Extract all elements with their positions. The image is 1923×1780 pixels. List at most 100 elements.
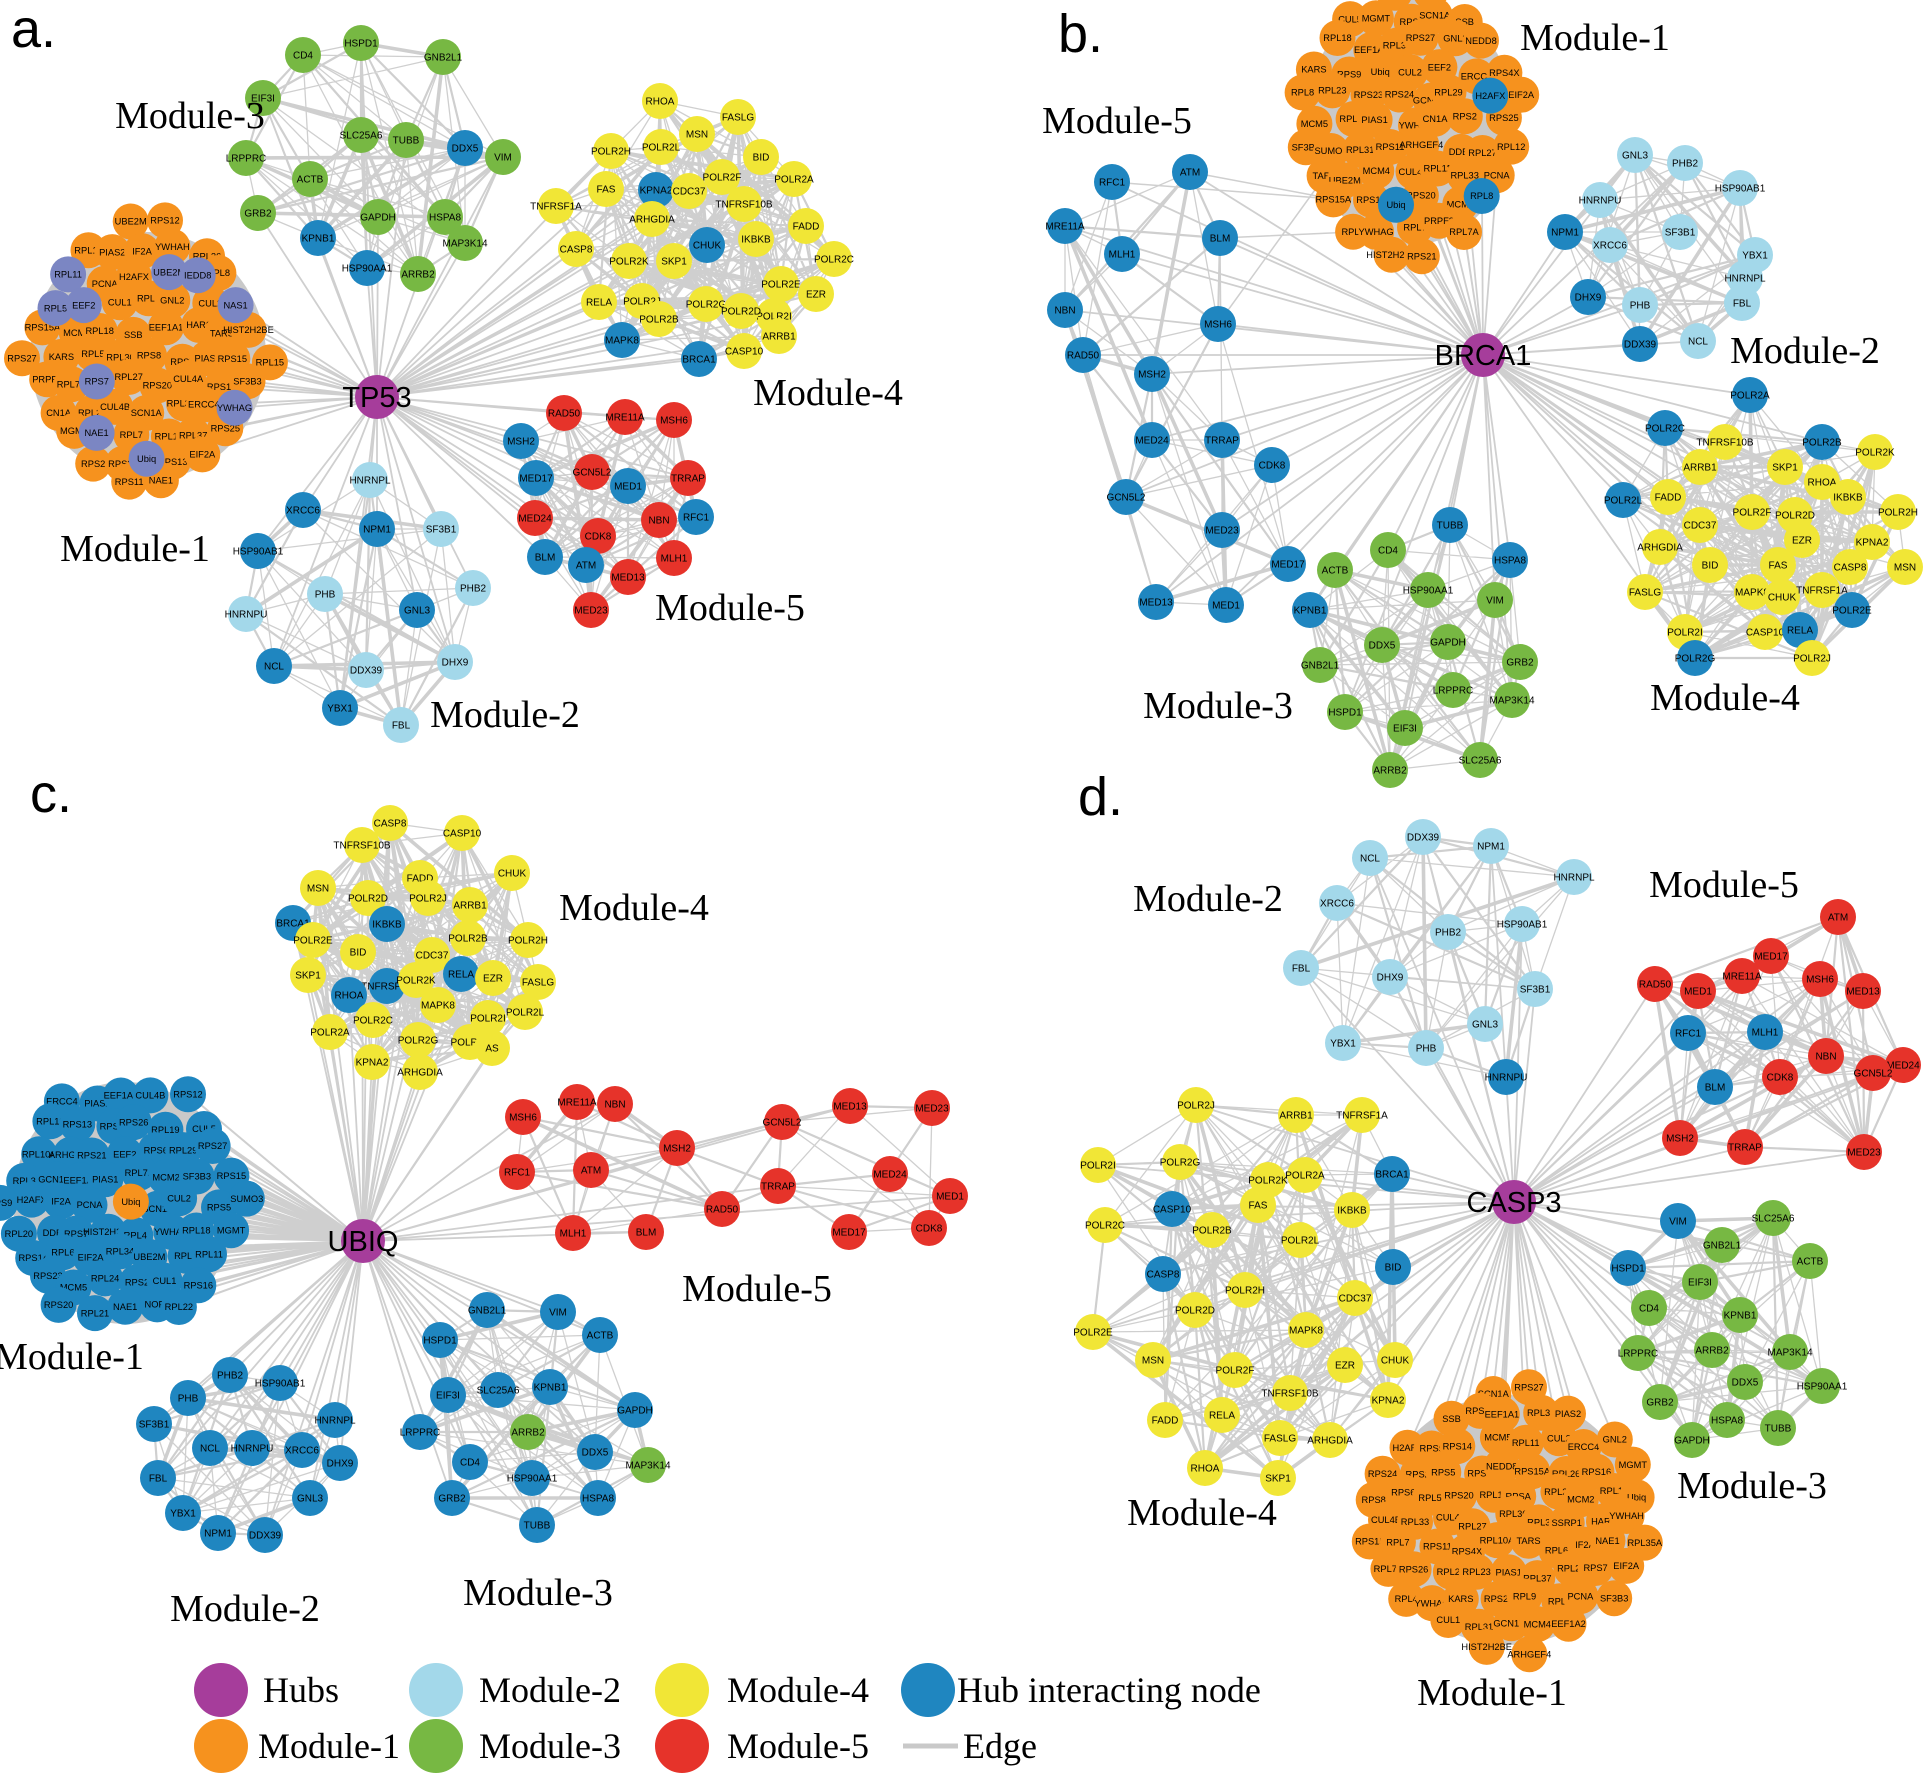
svg-text:RPL34: RPL34 [1527,1408,1555,1418]
svg-text:YWHAH: YWHAH [154,1227,189,1237]
svg-text:MLH1: MLH1 [1109,250,1136,261]
svg-text:RPS12: RPS12 [150,216,179,226]
svg-text:CUL5: CUL5 [1338,14,1362,24]
svg-text:POLR2B: POLR2B [1192,1226,1232,1237]
svg-text:GNB2L1: GNB2L1 [1703,1241,1742,1252]
svg-text:PHB: PHB [315,590,336,601]
svg-text:POLR2E: POLR2E [761,280,801,291]
svg-text:MED23: MED23 [915,1104,949,1115]
svg-text:RPS21: RPS21 [1407,251,1436,261]
svg-text:BLM: BLM [535,553,556,564]
svg-text:RPS16: RPS16 [184,1281,213,1291]
svg-text:FBL: FBL [1292,964,1311,975]
svg-text:MRE11A: MRE11A [557,1098,597,1109]
svg-text:DHX9: DHX9 [1575,293,1602,304]
svg-text:MSH6: MSH6 [1204,320,1232,331]
svg-text:Module-3: Module-3 [463,1572,613,1614]
svg-text:ARHGEF4: ARHGEF4 [1399,140,1443,150]
svg-text:RPS27: RPS27 [198,1141,227,1151]
svg-text:TNFRSF10B: TNFRSF10B [333,841,391,852]
svg-text:RPS15: RPS15 [217,1171,246,1181]
svg-text:POLR2B: POLR2B [639,315,679,326]
svg-text:ARRB2: ARRB2 [511,1428,545,1439]
svg-text:Module-3: Module-3 [1677,1465,1827,1507]
svg-text:RPS2: RPS2 [125,1278,149,1288]
svg-text:POLR2J: POLR2J [1793,654,1831,665]
svg-text:RPL7: RPL7 [1386,1538,1409,1548]
svg-text:YBX1: YBX1 [1742,251,1768,262]
svg-text:MAPK8: MAPK8 [1735,588,1769,599]
svg-text:RPL33: RPL33 [1401,1517,1429,1527]
svg-text:MSH6: MSH6 [1806,975,1834,986]
svg-text:RAD50: RAD50 [1067,351,1100,362]
svg-text:CASP8: CASP8 [1147,1270,1180,1281]
svg-text:EEF1A2: EEF1A2 [104,1091,139,1101]
svg-text:MED1: MED1 [936,1192,964,1203]
svg-text:Ubiq: Ubiq [1386,200,1405,210]
svg-text:EEF1A2: EEF1A2 [1354,45,1389,55]
svg-text:MAP3K14: MAP3K14 [625,1461,670,1472]
svg-text:MGMT: MGMT [1619,1460,1648,1470]
svg-text:GCN1L1: GCN1L1 [1413,96,1449,106]
svg-text:YWHAG: YWHAG [1414,1598,1449,1608]
svg-text:CN1A: CN1A [46,408,72,418]
svg-text:RPS15: RPS15 [1355,1537,1384,1547]
svg-text:FAS: FAS [597,185,616,196]
svg-text:XRCC6: XRCC6 [286,506,320,517]
svg-text:RPL10A: RPL10A [1480,1535,1515,1545]
svg-text:YWHAG: YWHAG [1359,227,1394,237]
svg-text:IKBKB: IKBKB [1833,493,1863,504]
svg-text:Ubiq: Ubiq [121,1197,140,1207]
svg-text:GNB2L1: GNB2L1 [1301,661,1340,672]
svg-text:SCN1A: SCN1A [131,408,163,418]
svg-text:RPS21: RPS21 [108,459,137,469]
svg-text:EIF2A: EIF2A [1508,90,1535,100]
svg-text:RPS4X: RPS4X [1452,1547,1483,1557]
svg-text:VIM: VIM [494,153,512,164]
svg-text:RPS25: RPS25 [211,423,240,433]
svg-text:ATM: ATM [1180,168,1200,179]
svg-text:XRCC6: XRCC6 [1320,899,1354,910]
svg-text:GRB2: GRB2 [1506,658,1534,669]
svg-text:MED1: MED1 [614,482,642,493]
svg-text:H2AFX: H2AFX [1393,1443,1423,1453]
svg-text:RPS13: RPS13 [63,1119,92,1129]
svg-text:HSPA8: HSPA8 [582,1494,614,1505]
svg-text:Module-2: Module-2 [1730,330,1880,372]
svg-text:UBIQ: UBIQ [328,1226,399,1258]
svg-text:HSPD1: HSPD1 [423,1336,457,1347]
svg-text:RPS2: RPS2 [1406,1470,1430,1480]
svg-text:POLR2E: POLR2E [1832,606,1872,617]
svg-text:HSPA8: HSPA8 [429,213,461,224]
svg-text:POLR2H: POLR2H [1225,1286,1265,1297]
svg-text:IF2A: IF2A [1575,1540,1595,1550]
svg-text:MSN: MSN [1142,1356,1164,1367]
svg-text:Module-3: Module-3 [115,95,265,137]
svg-text:ARHGDIA: ARHGDIA [1637,543,1683,554]
svg-text:POLR2F: POLR2F [1733,508,1772,519]
svg-text:YWHAH: YWHAH [1399,121,1434,131]
svg-text:HNRNPL: HNRNPL [314,1416,356,1427]
svg-text:MED23: MED23 [574,606,608,617]
svg-text:HARS: HARS [1591,1516,1617,1526]
svg-text:RPL26: RPL26 [193,251,221,261]
svg-text:Module-4: Module-4 [727,1670,869,1710]
svg-text:NCL: NCL [1688,337,1708,348]
svg-text:SSB: SSB [124,330,143,340]
svg-text:POLR2H: POLR2H [508,936,548,947]
svg-text:HSP90AB1: HSP90AB1 [255,1379,306,1390]
svg-text:BRCA1: BRCA1 [276,919,310,930]
svg-text:Module-5: Module-5 [682,1268,832,1310]
svg-text:POLR2K: POLR2K [396,976,436,987]
svg-text:SF3B1: SF3B1 [139,1420,170,1431]
svg-text:CASP10: CASP10 [1746,628,1785,639]
svg-text:SSB: SSB [1442,1414,1461,1424]
svg-text:CUL4A: CUL4A [1436,1513,1467,1523]
svg-text:CASP8: CASP8 [1834,563,1867,574]
svg-text:RFC1: RFC1 [683,513,710,524]
svg-text:RPS21: RPS21 [1465,1406,1494,1416]
svg-text:CDK8: CDK8 [1767,1073,1794,1084]
svg-text:Ubiq: Ubiq [1371,67,1390,77]
svg-text:RPS9: RPS9 [1420,1444,1444,1454]
svg-text:MED1: MED1 [1684,987,1712,998]
